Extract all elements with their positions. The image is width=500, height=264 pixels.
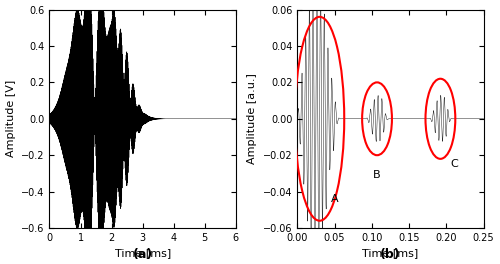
Text: (b): (b) bbox=[380, 248, 401, 261]
Y-axis label: Amplitude [V]: Amplitude [V] bbox=[6, 80, 16, 157]
X-axis label: Time [ms]: Time [ms] bbox=[362, 248, 418, 258]
Text: C: C bbox=[450, 159, 458, 169]
X-axis label: Time [ms]: Time [ms] bbox=[114, 248, 171, 258]
Text: A: A bbox=[330, 194, 338, 204]
Y-axis label: Amplitude [a.u.]: Amplitude [a.u.] bbox=[247, 73, 257, 164]
Text: (a): (a) bbox=[132, 248, 153, 261]
Text: B: B bbox=[373, 170, 381, 180]
